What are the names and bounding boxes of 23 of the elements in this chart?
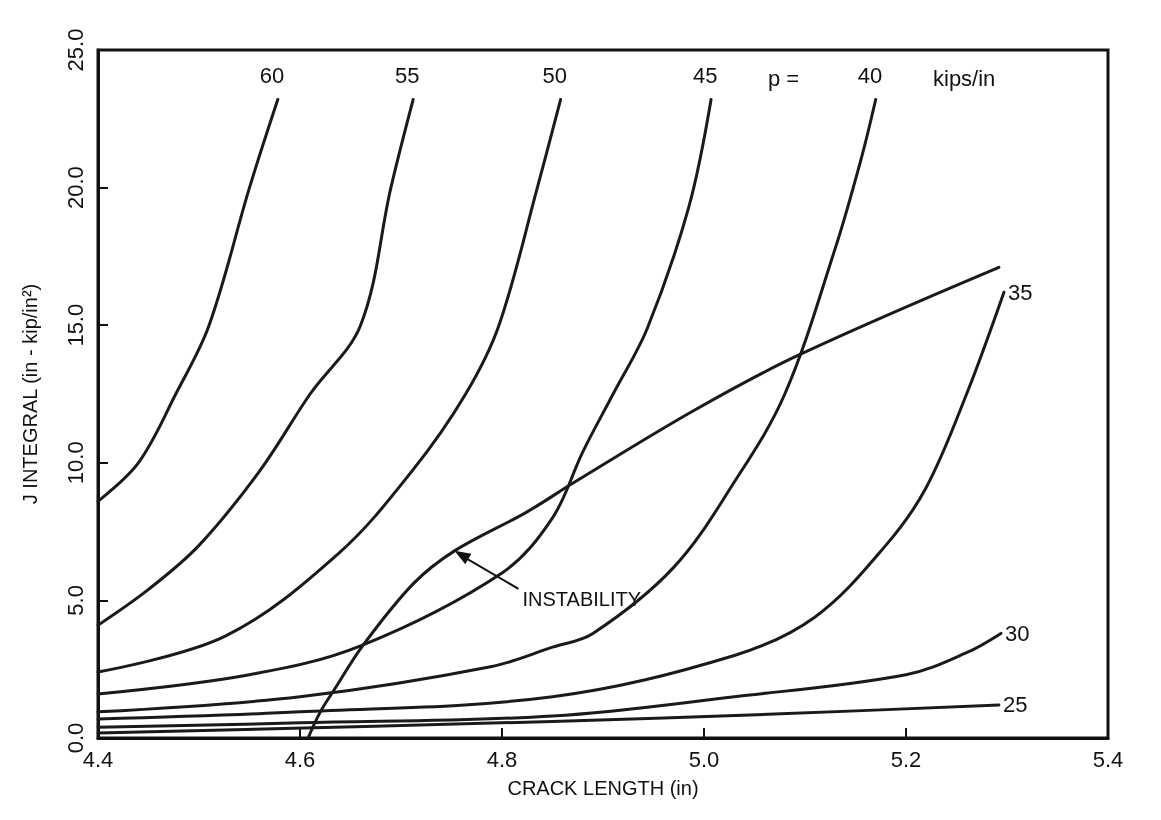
y-tick-label: 25.0 <box>62 28 88 72</box>
series-label: 40 <box>857 63 883 89</box>
annotation: INSTABILITY <box>522 587 642 610</box>
x-tick-label: 4.8 <box>486 746 518 772</box>
y-tick-label: 15.0 <box>62 303 88 347</box>
y-tick-label: 5.0 <box>62 585 88 616</box>
y-tick-label: 10.0 <box>62 441 88 485</box>
series-label: 50 <box>542 63 568 89</box>
x-axis-title: CRACK LENGTH (in) <box>507 777 699 799</box>
series-label: 35 <box>1007 279 1033 305</box>
y-tick-label: 20.0 <box>62 166 88 210</box>
x-tick-label: 4.6 <box>284 746 316 772</box>
series-label: 60 <box>259 63 285 89</box>
y-axis-title: J INTEGRAL (in - kip/in²) <box>19 283 41 505</box>
x-tick-label: 5.2 <box>890 746 922 772</box>
annotation: kips/in <box>933 65 996 91</box>
series-label: 30 <box>1004 620 1030 646</box>
series-label: 25 <box>1002 692 1028 718</box>
x-tick-label: 5.4 <box>1092 746 1124 772</box>
series-label: 45 <box>693 63 718 89</box>
x-tick-label: 5.0 <box>688 746 720 772</box>
annotation: p = <box>768 65 800 91</box>
series-label: 55 <box>395 63 420 89</box>
